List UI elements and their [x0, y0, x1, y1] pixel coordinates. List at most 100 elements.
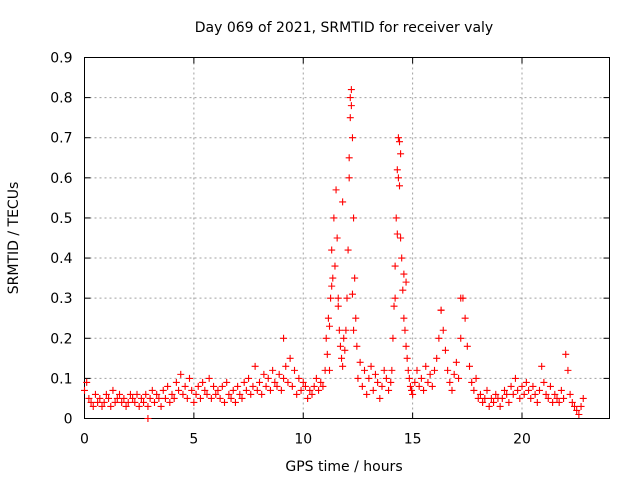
data-point	[297, 386, 305, 394]
data-point	[352, 314, 360, 322]
data-point	[527, 394, 535, 402]
data-point	[170, 394, 178, 402]
data-point	[503, 390, 511, 398]
data-point	[485, 402, 493, 410]
x-tick-label: 5	[189, 432, 198, 448]
data-point	[188, 386, 196, 394]
data-point	[433, 354, 441, 362]
data-point	[468, 378, 476, 386]
data-point	[343, 294, 351, 302]
data-point	[376, 394, 384, 402]
data-point	[100, 398, 108, 406]
data-point	[345, 154, 353, 162]
x-tick-label: 15	[404, 432, 422, 448]
data-point	[529, 382, 537, 390]
data-point	[402, 278, 410, 286]
data-point	[205, 374, 213, 382]
data-point	[295, 374, 303, 382]
data-point	[183, 394, 191, 402]
data-point	[328, 246, 336, 254]
data-point	[120, 394, 128, 402]
data-point	[186, 374, 193, 382]
data-point	[397, 150, 405, 158]
data-point	[371, 370, 379, 378]
data-point	[566, 390, 574, 398]
data-point	[345, 174, 353, 182]
data-point	[326, 366, 333, 374]
data-point	[551, 390, 559, 398]
data-point	[557, 386, 565, 394]
data-point	[490, 398, 498, 406]
data-point	[363, 390, 371, 398]
data-point	[514, 386, 522, 394]
data-point	[542, 390, 550, 398]
data-point	[408, 386, 416, 394]
data-point	[166, 398, 174, 406]
data-point	[380, 366, 388, 374]
y-tick-label: 0.1	[50, 371, 72, 387]
plot-frame	[84, 57, 610, 419]
data-point	[401, 326, 409, 334]
data-point	[324, 314, 332, 322]
data-point	[207, 394, 215, 402]
data-point	[374, 378, 382, 386]
data-point	[161, 394, 169, 402]
data-point	[199, 378, 207, 386]
data-point	[342, 326, 350, 334]
data-point	[463, 342, 471, 350]
data-point	[91, 390, 99, 398]
y-tick-label: 0.4	[50, 251, 72, 267]
data-point	[102, 390, 110, 398]
data-point	[431, 366, 438, 374]
data-point	[525, 386, 533, 394]
data-point	[340, 334, 348, 342]
data-point	[435, 334, 443, 342]
data-point	[216, 394, 224, 402]
data-point	[417, 374, 425, 382]
data-point	[413, 366, 421, 374]
data-point	[284, 378, 292, 386]
y-tick-label: 0.6	[50, 171, 72, 187]
data-point	[466, 362, 473, 370]
data-point	[361, 366, 368, 374]
data-point	[137, 394, 145, 402]
data-point	[168, 390, 176, 398]
data-point	[399, 286, 407, 294]
data-point	[223, 378, 231, 386]
data-point	[544, 394, 552, 402]
data-point	[260, 370, 268, 378]
data-point	[105, 394, 113, 402]
data-point	[350, 214, 358, 222]
data-point	[238, 394, 246, 402]
data-point	[392, 214, 400, 222]
data-point	[319, 382, 327, 390]
data-point	[505, 398, 513, 406]
data-point	[280, 334, 288, 342]
data-point	[164, 382, 172, 390]
data-point	[518, 382, 526, 390]
data-point	[203, 390, 211, 398]
data-point	[446, 378, 454, 386]
data-point	[339, 198, 347, 206]
data-point	[335, 326, 343, 334]
data-point	[348, 134, 356, 142]
data-point	[564, 366, 572, 374]
data-point	[144, 415, 152, 422]
data-point	[124, 398, 132, 406]
data-point	[89, 402, 97, 410]
data-point	[403, 354, 411, 362]
data-point	[277, 386, 285, 394]
y-tick-label: 0	[64, 412, 73, 428]
data-point	[306, 386, 314, 394]
data-point	[331, 262, 339, 270]
data-point	[396, 182, 403, 190]
data-point	[382, 374, 390, 382]
data-point	[455, 374, 463, 382]
data-point	[87, 398, 95, 406]
data-point	[258, 390, 266, 398]
data-point	[391, 294, 399, 302]
data-point	[391, 262, 399, 270]
y-tick-label: 0.8	[50, 91, 72, 107]
data-point	[476, 390, 484, 398]
data-point	[98, 402, 106, 410]
